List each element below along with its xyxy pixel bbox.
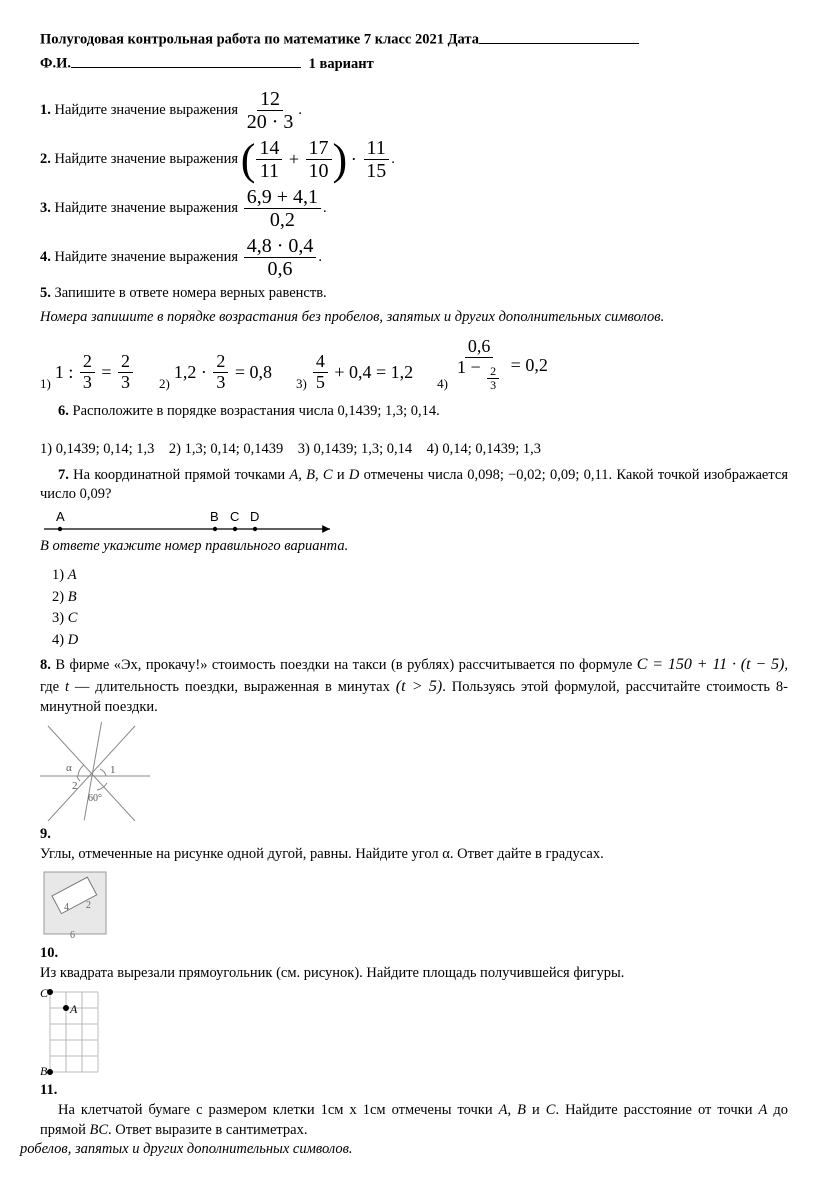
task-9: 9. Углы, отмеченные на рисунке одной дуг… (40, 825, 788, 864)
task-5-opt-2: 2) 1,2 · 23 = 0,8 (159, 352, 272, 393)
task-4: 4. Найдите значение выражения 4,8 · 0,4 … (40, 235, 788, 280)
task-6: 6. Расположите в порядке возрастания чис… (40, 402, 788, 422)
date-blank (479, 28, 639, 44)
task-5-text: Запишите в ответе номера верных равенств… (55, 285, 327, 301)
task-1-text: Найдите значение выражения (55, 101, 239, 121)
task-6-label: 6. (58, 403, 69, 419)
task-10: 10. Из квадрата вырезали прямоугольник (… (40, 944, 788, 983)
task-11-label: 11. (40, 1082, 57, 1098)
task-7-note: В ответе укажите номер правильного вариа… (40, 537, 788, 557)
task-10-text: Из квадрата вырезали прямоугольник (см. … (40, 965, 624, 981)
task-7-answers: 1) A 2) B 3) C 4) D (40, 566, 788, 650)
task-5-opt-3: 3) 45 + 0,4 = 1,2 (296, 352, 413, 393)
svg-text:6: 6 (70, 930, 75, 940)
svg-text:α: α (66, 762, 72, 774)
task-2-label: 2. (40, 150, 51, 170)
task-7: 7. На координатной прямой точками A, B, … (40, 466, 788, 505)
header-fio-line: Ф.И. 1 вариант (40, 52, 788, 74)
task-4-label: 4. (40, 248, 51, 268)
task-8-label: 8. (40, 657, 51, 673)
task-5-opt-4: 4) 0,6 1 − 23 = 0,2 (437, 337, 548, 392)
task-2: 2. Найдите значение выражения ( 1411 + 1… (40, 137, 788, 182)
task-9-text: Углы, отмеченные на рисунке одной дугой,… (40, 846, 604, 862)
label-A: A (56, 509, 65, 524)
svg-text:C: C (40, 987, 49, 1000)
footer-fragment: робелов, запятых и других дополнительных… (20, 1140, 788, 1160)
task-9-figure: α 1 2 60° (40, 721, 788, 821)
task-10-figure: 4 2 6 (40, 868, 788, 940)
task-5-options: 1) 1 : 23 = 23 2) 1,2 · 23 = 0,8 3) 45 +… (40, 337, 788, 392)
label-C: C (230, 509, 239, 524)
task-4-text: Найдите значение выражения (55, 248, 239, 268)
task-8-formula: C = 150 + 11 · (t − 5) (637, 656, 785, 673)
variant: 1 вариант (309, 56, 374, 72)
task-2-text: Найдите значение выражения (55, 150, 239, 170)
task-3-fraction: 6,9 + 4,1 0,2 (244, 186, 321, 231)
task-1: 1. Найдите значение выражения 12 20 · 3 … (40, 88, 788, 133)
task-11: На клетчатой бумаге с размером клетки 1с… (40, 1101, 788, 1140)
task-10-label: 10. (40, 945, 58, 961)
svg-text:A: A (69, 1002, 78, 1016)
task-7-label: 7. (58, 467, 69, 483)
task-3: 3. Найдите значение выражения 6,9 + 4,1 … (40, 186, 788, 231)
task-9-label: 9. (40, 826, 51, 842)
task-1-fraction: 12 20 · 3 (244, 88, 297, 133)
svg-text:1: 1 (110, 764, 116, 776)
task-2-formula: ( 1411 + 1710 ) · 1115 (242, 137, 391, 182)
fio-blank (71, 52, 301, 68)
svg-text:2: 2 (86, 900, 91, 911)
task-8: 8. В фирме «Эх, прокачу!» стоимость поез… (40, 654, 788, 717)
svg-text:B: B (40, 1064, 48, 1077)
fio-label: Ф.И. (40, 56, 71, 72)
task-4-fraction: 4,8 · 0,4 0,6 (244, 235, 317, 280)
task-7-numberline: A B C D (40, 509, 340, 537)
task-5-opt-1: 1) 1 : 23 = 23 (40, 352, 135, 393)
task-6-text: Расположите в порядке возрастания числа … (73, 403, 440, 419)
label-D: D (250, 509, 259, 524)
svg-text:4: 4 (64, 902, 69, 913)
svg-text:60°: 60° (88, 793, 102, 804)
task-5: 5. Запишите в ответе номера верных равен… (40, 284, 788, 304)
svg-text:2: 2 (72, 780, 78, 792)
task-11-label-line: 11. (40, 1081, 788, 1101)
task-5-note: Номера запишите в порядке возрастания бе… (40, 308, 788, 328)
task-1-label: 1. (40, 101, 51, 121)
task-5-label: 5. (40, 285, 51, 301)
task-3-label: 3. (40, 199, 51, 219)
task-11-figure: C A B (40, 987, 788, 1077)
title: Полугодовая контрольная работа по матема… (40, 32, 479, 48)
task-6-options: 1) 0,1439; 0,14; 1,3 2) 1,3; 0,14; 0,143… (40, 440, 788, 460)
task-3-text: Найдите значение выражения (55, 199, 239, 219)
header-title-line: Полугодовая контрольная работа по матема… (40, 28, 788, 50)
label-B: B (210, 509, 219, 524)
